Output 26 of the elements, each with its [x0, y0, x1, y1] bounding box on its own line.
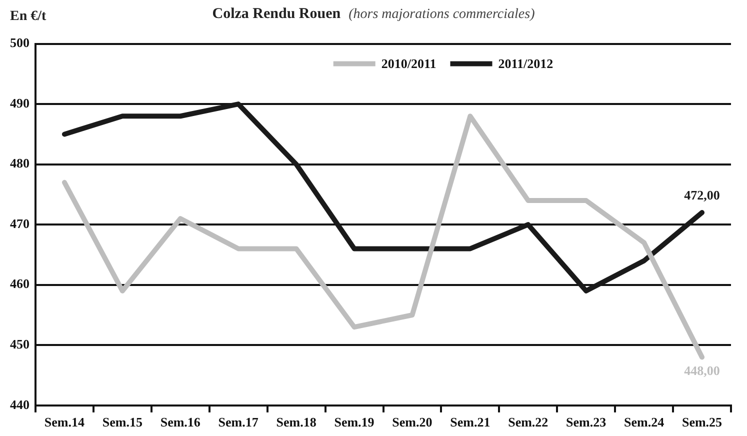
x-tick-label: Sem.24 — [624, 414, 665, 430]
x-tick-label: Sem.21 — [450, 414, 490, 430]
x-tick-label: Sem.15 — [102, 414, 143, 430]
x-tick-label: Sem.25 — [682, 414, 723, 430]
x-tick-label: Sem.16 — [160, 414, 201, 430]
y-tick-label: 500 — [10, 35, 30, 50]
x-tick-label: Sem.23 — [566, 414, 607, 430]
chart-title: Colza Rendu Rouen — [212, 6, 341, 22]
legend-label: 2011/2012 — [498, 56, 554, 72]
y-tick-label: 490 — [10, 95, 30, 110]
chart-subtitle: (hors majorations commerciales) — [348, 7, 535, 22]
x-tick-label: Sem.19 — [334, 414, 375, 430]
legend-label: 2010/2011 — [381, 56, 436, 72]
y-tick-label: 440 — [10, 396, 30, 412]
y-tick-label: 450 — [10, 336, 30, 352]
x-tick-label: Sem.20 — [392, 414, 432, 430]
x-tick-label: Sem.17 — [218, 414, 259, 430]
x-tick-label: Sem.14 — [44, 414, 86, 430]
y-tick-label: 460 — [10, 276, 30, 292]
x-tick-label: Sem.22 — [508, 414, 548, 430]
x-tick-label: Sem.18 — [276, 414, 317, 430]
data-label: 472,00 — [684, 187, 720, 202]
data-label: 448,00 — [684, 363, 720, 378]
y-tick-label: 480 — [10, 156, 30, 171]
y-axis-title: En €/t — [10, 9, 46, 25]
y-tick-label: 470 — [10, 216, 30, 231]
